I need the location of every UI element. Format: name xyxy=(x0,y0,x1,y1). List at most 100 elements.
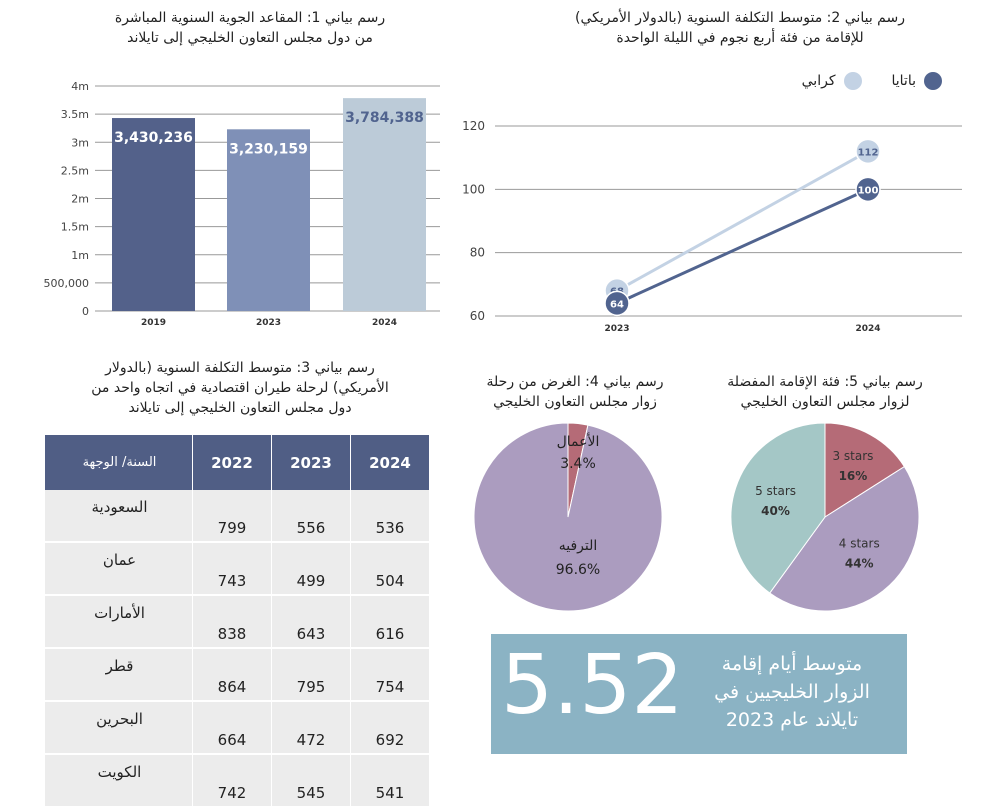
series-line xyxy=(616,187,869,305)
pie-slice-value-label: 96.6% xyxy=(556,562,600,578)
chart3-title: رسم بياني 3: متوسط التكلفة السنوية (بالد… xyxy=(50,358,430,418)
table-cell: 799 xyxy=(193,490,272,543)
chart4-title: رسم بياني 4: الغرض من رحلة زوار مجلس الت… xyxy=(470,372,680,412)
table-cell: 556 xyxy=(272,490,351,543)
series-point xyxy=(855,176,881,203)
table-row: الأمارات 838 643 616 xyxy=(45,596,430,649)
flight-cost-table: السنة/ الوجهة 2022 2023 2024 السعودية 799 556… xyxy=(45,435,430,808)
pie-slice-value-label: 3.4% xyxy=(560,456,596,472)
table-row-label: السعودية xyxy=(45,490,193,543)
table-header-year: 2022 xyxy=(193,435,272,490)
x-tick-label: 2023 xyxy=(256,318,281,328)
chart2-legend: باتايا كرابي xyxy=(802,72,942,90)
chart5-title: رسم بياني 5: فئة الإقامة المفضلة لزوار م… xyxy=(715,372,935,412)
table-cell: 504 xyxy=(351,543,430,596)
chart3-title-line3: دول مجلس التعاون الخليجي إلى تايلاند xyxy=(128,400,352,416)
bar-value-label: 3,230,159 xyxy=(229,141,308,157)
table-row-label: البحرين xyxy=(45,702,193,755)
pie-slice xyxy=(769,465,920,612)
table-cell: 545 xyxy=(272,755,351,808)
table-row-label: قطر xyxy=(45,649,193,702)
chart2-title: رسم بياني 2: متوسط التكلفة السنوية (بالد… xyxy=(530,8,950,48)
chart1-title: رسم بياني 1: المقاعد الجوية السنوية المب… xyxy=(40,8,460,48)
pie-slice xyxy=(824,422,906,518)
pie-slice-label: 5 stars xyxy=(755,484,796,498)
bar xyxy=(343,98,426,311)
legend-label-krabi: كرابي xyxy=(801,73,836,89)
table-header-row: السنة/ الوجهة 2022 2023 2024 xyxy=(45,435,430,490)
y-tick-label: 2m xyxy=(71,193,89,206)
y-tick-label: 2.5m xyxy=(61,164,89,177)
table-row-label: عمان xyxy=(45,543,193,596)
pie-slice xyxy=(473,422,663,612)
bar xyxy=(227,129,310,311)
kpi-caption-line2: الزوار الخليجيين في xyxy=(714,681,870,703)
table-row: قطر 864 795 754 xyxy=(45,649,430,702)
chart2-title-line2: للإقامة من فئة أربع نجوم في الليلة الواح… xyxy=(616,30,864,46)
table-cell: 742 xyxy=(193,755,272,808)
table-row-label: الأمارات xyxy=(45,596,193,649)
y-tick-label: 60 xyxy=(470,309,485,323)
series-line xyxy=(616,150,869,292)
table-cell: 743 xyxy=(193,543,272,596)
table-cell: 692 xyxy=(351,702,430,755)
chart3-title-line1: رسم بياني 3: متوسط التكلفة السنوية (بالد… xyxy=(105,360,375,376)
legend-label-pattaya: باتايا xyxy=(891,73,917,89)
table-cell: 864 xyxy=(193,649,272,702)
legend-swatch-krabi xyxy=(843,72,862,90)
y-tick-label: 4m xyxy=(71,80,89,93)
kpi-caption-line3: تايلاند عام 2023 xyxy=(725,709,859,731)
series-point xyxy=(604,277,630,304)
series-point xyxy=(855,138,881,165)
table-row: عمان 743 499 504 xyxy=(45,543,430,596)
pie-slice-value-label: 40% xyxy=(761,504,790,518)
y-tick-label: 80 xyxy=(470,246,485,260)
pie-slice xyxy=(730,422,826,594)
chart5-title-line1: رسم بياني 5: فئة الإقامة المفضلة xyxy=(727,374,923,390)
table-row: الكويت 742 545 541 xyxy=(45,755,430,808)
series-point xyxy=(604,290,630,317)
x-tick-label: 2024 xyxy=(372,318,397,328)
pie-slice-label: 3 stars xyxy=(832,449,873,463)
y-tick-label: 1m xyxy=(71,249,89,262)
x-tick-label: 2019 xyxy=(141,318,166,328)
table-header-year: 2024 xyxy=(351,435,430,490)
y-tick-label: 3m xyxy=(71,136,89,149)
x-tick-label: 2023 xyxy=(604,324,629,334)
pie-slice-label: 4 stars xyxy=(839,536,880,550)
table-cell: 754 xyxy=(351,649,430,702)
chart3-title-line2: الأمريكي) لرحلة طيران اقتصادية في اتجاه … xyxy=(91,380,389,396)
y-tick-label: 120 xyxy=(462,119,485,133)
bar xyxy=(112,118,195,311)
y-tick-label: 0 xyxy=(82,305,89,318)
chart2-title-line1: رسم بياني 2: متوسط التكلفة السنوية (بالد… xyxy=(575,10,905,26)
bar-value-label: 3,784,388 xyxy=(345,110,424,126)
pie-slice-value-label: 44% xyxy=(845,556,874,570)
chart4-title-line2: زوار مجلس التعاون الخليجي xyxy=(493,394,657,410)
table-cell: 838 xyxy=(193,596,272,649)
table-row-label: الكويت xyxy=(45,755,193,808)
table-row: السعودية 799 556 536 xyxy=(45,490,430,543)
table-cell: 664 xyxy=(193,702,272,755)
table-cell: 541 xyxy=(351,755,430,808)
average-stay-kpi: 5.52 متوسط أيام إقامة الزوار الخليجيين ف… xyxy=(491,634,907,754)
point-value-label: 64 xyxy=(610,299,624,310)
flight-cost-table-grid: السنة/ الوجهة 2022 2023 2024 السعودية 799 556… xyxy=(45,435,430,808)
pie-slice xyxy=(567,422,589,518)
chart4-title-line1: رسم بياني 4: الغرض من رحلة xyxy=(486,374,664,390)
table-cell: 616 xyxy=(351,596,430,649)
kpi-caption-line1: متوسط أيام إقامة xyxy=(721,653,863,675)
point-value-label: 100 xyxy=(858,185,879,196)
point-value-label: 112 xyxy=(858,147,879,158)
kpi-caption: متوسط أيام إقامة الزوار الخليجيين في تاي… xyxy=(697,650,887,734)
table-cell: 795 xyxy=(272,649,351,702)
pie-slice-value-label: 16% xyxy=(839,469,868,483)
kpi-value: 5.52 xyxy=(501,638,684,733)
table-cell: 536 xyxy=(351,490,430,543)
chart1-title-line2: من دول مجلس التعاون الخليجي إلى تايلاند xyxy=(127,30,373,46)
y-tick-label: 500,000 xyxy=(44,277,90,290)
table-cell: 472 xyxy=(272,702,351,755)
y-tick-label: 3.5m xyxy=(61,108,89,121)
table-cell: 499 xyxy=(272,543,351,596)
table-body: السعودية 799 556 536 عمان 743 499 504 الأمارات 83… xyxy=(45,490,430,808)
